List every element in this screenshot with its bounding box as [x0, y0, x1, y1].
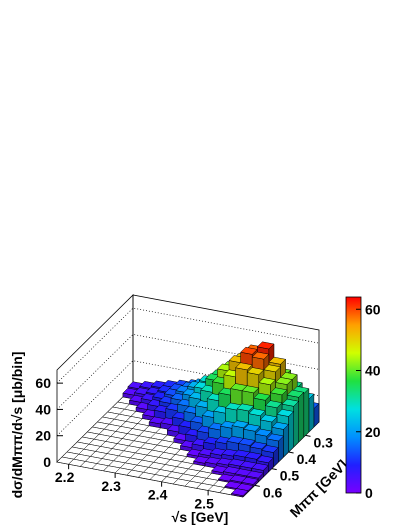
- z-axis-title: dσ/dMππ/d√s [μb/bin]: [9, 352, 25, 499]
- z-tick-label: 20: [35, 428, 51, 444]
- bar-top: [251, 462, 269, 471]
- bar-top: [263, 364, 282, 373]
- x-tick-label: 2.4: [148, 487, 168, 503]
- bar-top: [236, 403, 255, 412]
- colorbar-tick-label: 40: [365, 363, 381, 379]
- bar-side: [298, 391, 305, 443]
- bar-top: [286, 389, 305, 398]
- bar-top: [231, 420, 250, 429]
- y-tick-label: 0.3: [313, 434, 333, 450]
- bar-top: [261, 445, 280, 453]
- bar-top: [254, 428, 273, 437]
- y-tick: [305, 434, 311, 437]
- bar-top: [246, 470, 264, 479]
- colorbar: [345, 296, 362, 494]
- bar-top: [253, 392, 271, 401]
- x-tick-label: 2.5: [194, 495, 214, 511]
- z-tick-label: 60: [35, 375, 51, 391]
- bar-top: [244, 451, 263, 460]
- bar-top: [234, 362, 253, 371]
- bar-side: [293, 400, 299, 448]
- bar-top: [251, 351, 270, 360]
- bar-top: [281, 398, 300, 407]
- bar-side: [308, 393, 315, 433]
- y-tick-label: 0.6: [263, 484, 283, 500]
- x-tick-label: 2.2: [55, 469, 75, 485]
- bar-top: [246, 367, 265, 375]
- bar-top: [264, 400, 283, 409]
- bar-top: [266, 433, 285, 442]
- bar-top: [258, 377, 277, 386]
- x-axis-title: √s [GeV]: [172, 509, 229, 525]
- bar-top: [241, 385, 260, 394]
- bar-top: [259, 414, 278, 423]
- colorbar-tick-label: 20: [365, 424, 381, 440]
- bar-top: [237, 438, 256, 446]
- bar-top: [274, 377, 293, 385]
- y-tick: [288, 451, 294, 454]
- bar-top: [249, 441, 268, 450]
- bar-side: [288, 410, 294, 453]
- bar-top: [268, 356, 287, 365]
- z-tick-label: 0: [43, 454, 51, 470]
- y-tick-label: 0.4: [297, 451, 317, 467]
- bar-top: [256, 341, 275, 350]
- y-tick-label: 0.5: [280, 468, 300, 484]
- y-tick: [271, 468, 277, 471]
- x-tick-label: 2.3: [101, 478, 121, 494]
- colorbar-tick-label: 0: [365, 485, 373, 501]
- bar-top: [256, 455, 274, 464]
- z-tick-label: 40: [35, 401, 51, 417]
- bar-top: [243, 423, 261, 432]
- bar-top: [276, 409, 295, 417]
- bar-top: [271, 421, 290, 430]
- y-tick: [254, 484, 260, 487]
- bar-top: [240, 346, 258, 355]
- bar-top: [248, 408, 266, 417]
- bar-top: [269, 387, 288, 396]
- bar-side: [303, 388, 310, 438]
- bar-side: [283, 423, 289, 458]
- colorbar-tick-label: 60: [365, 301, 381, 317]
- bar-top: [240, 476, 259, 485]
- bar-top: [230, 488, 249, 496]
